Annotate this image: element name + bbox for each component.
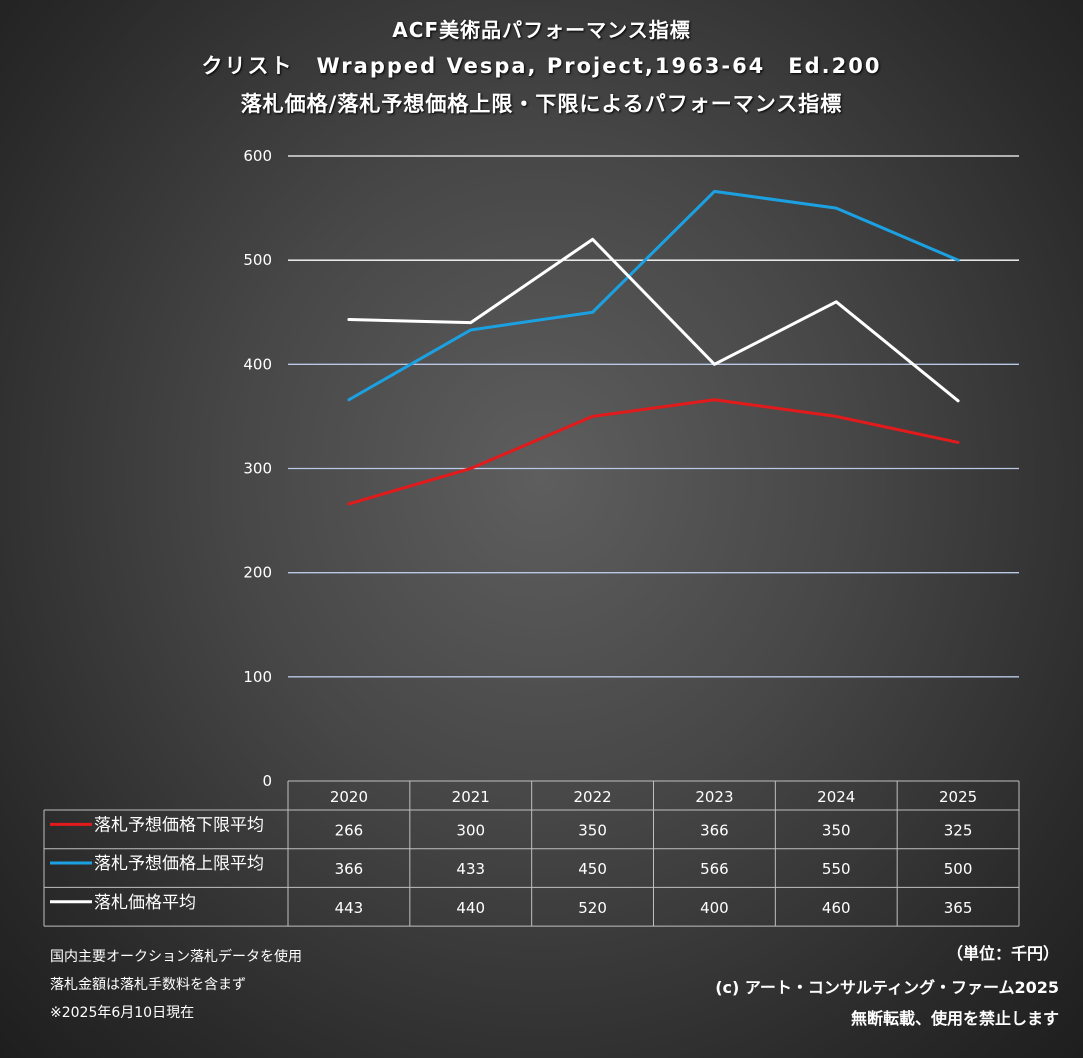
x-category-label: 2022 bbox=[573, 788, 611, 806]
data-table-cell: 365 bbox=[944, 899, 973, 917]
y-tick-label: 100 bbox=[243, 668, 272, 686]
series-line-0 bbox=[347, 398, 960, 506]
x-category-label: 2025 bbox=[939, 788, 977, 806]
y-tick-label: 500 bbox=[243, 251, 272, 269]
data-table-cell: 350 bbox=[578, 821, 607, 839]
legend-label: 落札予想価格下限平均 bbox=[94, 815, 264, 835]
x-category-label: 2024 bbox=[817, 788, 855, 806]
y-tick-label: 300 bbox=[243, 460, 272, 478]
data-table-cell: 433 bbox=[456, 860, 485, 878]
series-line-1 bbox=[347, 189, 960, 402]
data-table-cell: 440 bbox=[456, 899, 485, 917]
unit-label: （単位：千円） bbox=[946, 944, 1059, 963]
series-line-2 bbox=[347, 237, 960, 403]
data-table-cell: 460 bbox=[822, 899, 851, 917]
data-table-cell: 350 bbox=[822, 821, 851, 839]
legend-label: 落札予想価格上限平均 bbox=[94, 854, 264, 874]
footer-note-fee: 落札金額は落札手数料を含まず bbox=[50, 977, 246, 993]
data-table-cell: 366 bbox=[700, 821, 729, 839]
footer-note-data-source: 国内主要オークション落札データを使用 bbox=[50, 949, 302, 965]
data-table-cell: 266 bbox=[335, 821, 364, 839]
y-tick-label: 400 bbox=[243, 355, 272, 373]
footer-note-date: ※2025年6月10日現在 bbox=[50, 1005, 195, 1021]
data-table-cell: 500 bbox=[944, 860, 973, 878]
data-table-cell: 300 bbox=[456, 821, 485, 839]
x-category-label: 2020 bbox=[330, 788, 368, 806]
data-table-cell: 366 bbox=[335, 860, 364, 878]
chart-title-line-1: ACF美術品パフォーマンス指標 bbox=[392, 18, 691, 42]
chart-title-line-2: クリスト Wrapped Vespa, Project,1963-64 Ed.2… bbox=[201, 54, 882, 78]
rights-notice: 無断転載、使用を禁止します bbox=[850, 1009, 1059, 1028]
legend-label: 落札価格平均 bbox=[94, 893, 196, 913]
y-tick-label: 600 bbox=[243, 147, 272, 165]
x-category-label: 2023 bbox=[695, 788, 733, 806]
data-table-cell: 520 bbox=[578, 899, 607, 917]
data-table-cell: 325 bbox=[944, 821, 973, 839]
copyright-text: (c) アート・コンサルティング・ファーム2025 bbox=[715, 978, 1059, 997]
data-table-cell: 550 bbox=[822, 860, 851, 878]
x-category-label: 2021 bbox=[452, 788, 490, 806]
chart-title-line-3: 落札価格/落札予想価格上限・下限によるパフォーマンス指標 bbox=[240, 92, 843, 116]
data-table-cell: 566 bbox=[700, 860, 729, 878]
data-table-cell: 400 bbox=[700, 899, 729, 917]
y-tick-label: 200 bbox=[243, 564, 272, 582]
data-table-cell: 450 bbox=[578, 860, 607, 878]
data-table-cell: 443 bbox=[335, 899, 364, 917]
y-tick-label: 0 bbox=[262, 772, 272, 790]
